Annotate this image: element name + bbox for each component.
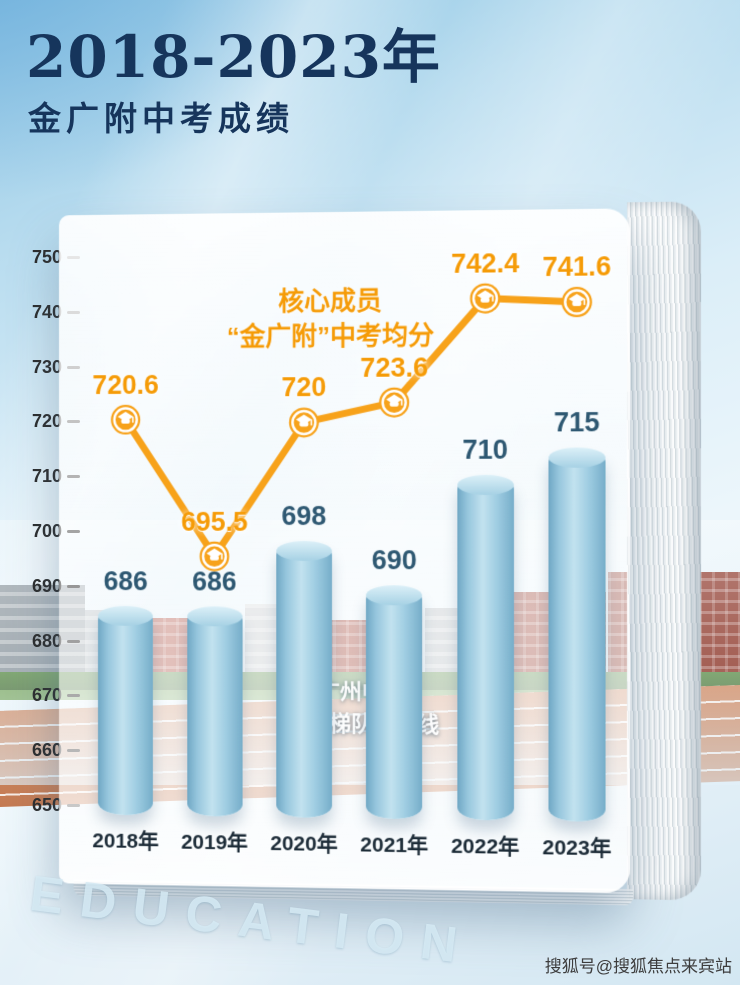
book-panel: 核心成员 “金广附”中考均分 广州中考 第一梯队分数线 686 2018年 686 2… bbox=[6, 0, 740, 985]
graduation-cap-marker bbox=[470, 283, 500, 313]
y-axis: 650 660 670 680 690 700 710 720 730 740 750 bbox=[14, 0, 84, 985]
line-series-label-line1: 核心成员 bbox=[278, 285, 382, 317]
graduation-cap-marker bbox=[379, 387, 409, 417]
bar-2019年 bbox=[186, 607, 243, 817]
line-value-label: 723.6 bbox=[360, 352, 429, 383]
bar-2020年 bbox=[276, 542, 332, 818]
bar-value-label: 698 bbox=[281, 500, 327, 531]
line-value-label: 741.6 bbox=[542, 251, 612, 283]
watermark: 搜狐号@搜狐焦点来宾站 bbox=[544, 957, 732, 976]
bar-2022年 bbox=[456, 477, 514, 821]
bar-value-label: 686 bbox=[103, 565, 148, 596]
page-title: 2018-2023年 bbox=[26, 23, 441, 91]
line-series-label: 核心成员 “金广附”中考均分 bbox=[227, 283, 434, 355]
bar-2023年 bbox=[548, 449, 606, 822]
line-series-label-line2: “金广附”中考均分 bbox=[226, 320, 435, 352]
x-axis-label: 2019年 bbox=[181, 830, 248, 855]
bar-value-label: 715 bbox=[553, 406, 600, 438]
line-value-label: 695.5 bbox=[181, 506, 248, 537]
graduation-cap-marker bbox=[111, 405, 140, 435]
bar-value-label: 710 bbox=[462, 434, 508, 466]
chart-plot-area: 核心成员 “金广附”中考均分 广州中考 第一梯队分数线 686 2018年 686 2… bbox=[6, 0, 740, 985]
x-axis-label: 2022年 bbox=[450, 834, 520, 859]
graduation-cap-marker bbox=[562, 287, 593, 318]
bar-2021年 bbox=[366, 586, 423, 820]
graduation-cap-marker bbox=[289, 408, 320, 439]
x-axis-label: 2020年 bbox=[270, 832, 338, 857]
line-value-label: 742.4 bbox=[451, 247, 520, 279]
line-value-label: 720 bbox=[281, 372, 327, 403]
x-axis-label: 2018年 bbox=[92, 829, 159, 854]
bar-2018年 bbox=[98, 607, 154, 816]
bar-value-label: 686 bbox=[192, 566, 237, 597]
x-axis-label: 2021年 bbox=[360, 833, 429, 858]
line-value-label: 720.6 bbox=[92, 370, 159, 401]
x-axis-label: 2023年 bbox=[542, 836, 612, 861]
page-subtitle: 金广附中考成绩 bbox=[28, 99, 294, 138]
bar-value-label: 690 bbox=[371, 544, 417, 576]
